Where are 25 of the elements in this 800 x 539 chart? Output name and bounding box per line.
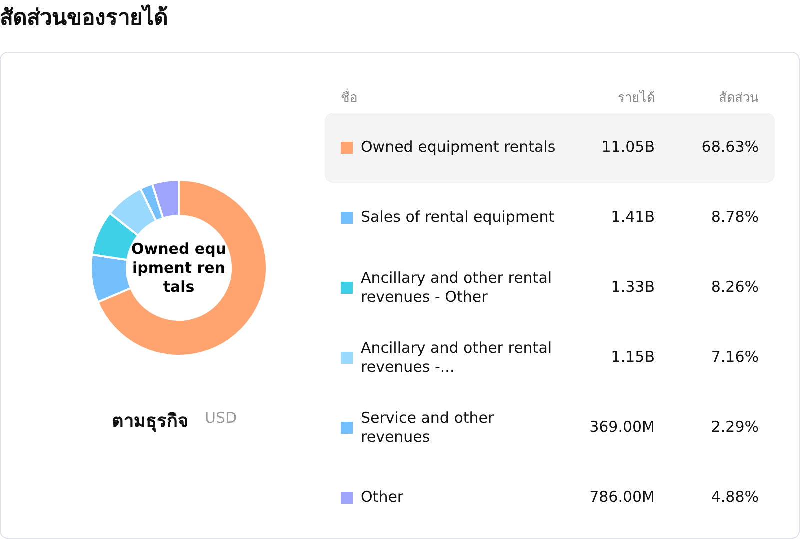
legend-label: Other — [361, 488, 405, 508]
text: 369.00M — [590, 418, 655, 436]
text: Owned equipment rentals — [130, 240, 228, 298]
text: ตามธุรกิจ — [112, 410, 189, 434]
data-label: 68.63% — [702, 138, 759, 156]
text: 1.15B — [611, 348, 655, 366]
legend-label: Service and other revenues — [361, 408, 496, 448]
text: 786.00M — [590, 488, 655, 506]
data-label: 8.78% — [711, 208, 759, 226]
text: 11.05B — [602, 138, 655, 156]
legend-label: Ancillary and other rental revenues -... — [361, 338, 554, 378]
text: 1.33B — [611, 278, 655, 296]
data-label: 8.26% — [711, 278, 759, 296]
legend-label: Sales of rental equipment — [361, 208, 556, 228]
data-label: 4.88% — [711, 488, 759, 506]
chart-title: สัดส่วนของรายได้ — [0, 4, 168, 33]
text: สัดส่วน — [719, 90, 759, 108]
text: 1.41B — [611, 208, 655, 226]
data-label: 7.16% — [711, 348, 759, 366]
legend-label: Owned equipment rentals — [361, 138, 556, 158]
legend-label: Ancillary and other rental revenues - Other — [361, 268, 554, 308]
data-label: 2.29% — [711, 418, 759, 436]
text: ชื่อ — [341, 88, 358, 108]
text: USD — [205, 409, 238, 427]
text: รายได้ — [618, 89, 655, 108]
